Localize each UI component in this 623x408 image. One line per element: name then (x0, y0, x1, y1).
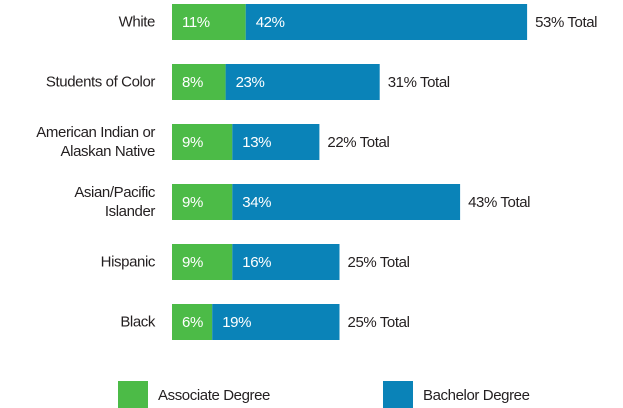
value-label: 23% (236, 74, 265, 91)
value-label: 6% (182, 314, 203, 331)
bar-segment (172, 184, 233, 220)
value-label: 13% (242, 134, 271, 151)
bar-segment (172, 244, 233, 280)
bar-segment (212, 304, 340, 340)
value-label: 9% (182, 194, 203, 211)
value-label: 19% (222, 314, 251, 331)
legend-label: Associate Degree (158, 387, 270, 404)
bar-segment (172, 304, 213, 340)
value-label: 9% (182, 134, 203, 151)
category-label: White (118, 13, 156, 31)
total-label: 22% Total (327, 134, 389, 151)
bar-segment (172, 4, 246, 40)
bar-segment (245, 4, 528, 40)
bar-segment (172, 64, 226, 100)
category-label: Black (120, 313, 155, 331)
legend-label: Bachelor Degree (423, 387, 530, 404)
value-label: 16% (242, 254, 271, 271)
total-label: 25% Total (348, 254, 410, 271)
bar-segment (225, 64, 380, 100)
total-label: 31% Total (388, 74, 450, 91)
value-label: 9% (182, 254, 203, 271)
category-label: American Indian or Alaskan Native (36, 124, 155, 160)
bar-segment (172, 124, 233, 160)
legend-swatch (383, 381, 413, 408)
category-label: Hispanic (100, 253, 156, 271)
bar-segment (232, 124, 320, 160)
bar-segment (232, 244, 340, 280)
value-label: 8% (182, 74, 203, 91)
legend-swatch (118, 381, 148, 408)
total-label: 53% Total (535, 14, 597, 31)
total-label: 25% Total (348, 314, 410, 331)
bar-segment (232, 184, 461, 220)
value-label: 42% (256, 14, 285, 31)
value-label: 11% (182, 14, 210, 31)
total-label: 43% Total (468, 194, 530, 211)
category-label: Asian/Pacific Islander (74, 184, 155, 220)
value-label: 34% (242, 194, 271, 211)
category-label: Students of Color (45, 73, 156, 91)
